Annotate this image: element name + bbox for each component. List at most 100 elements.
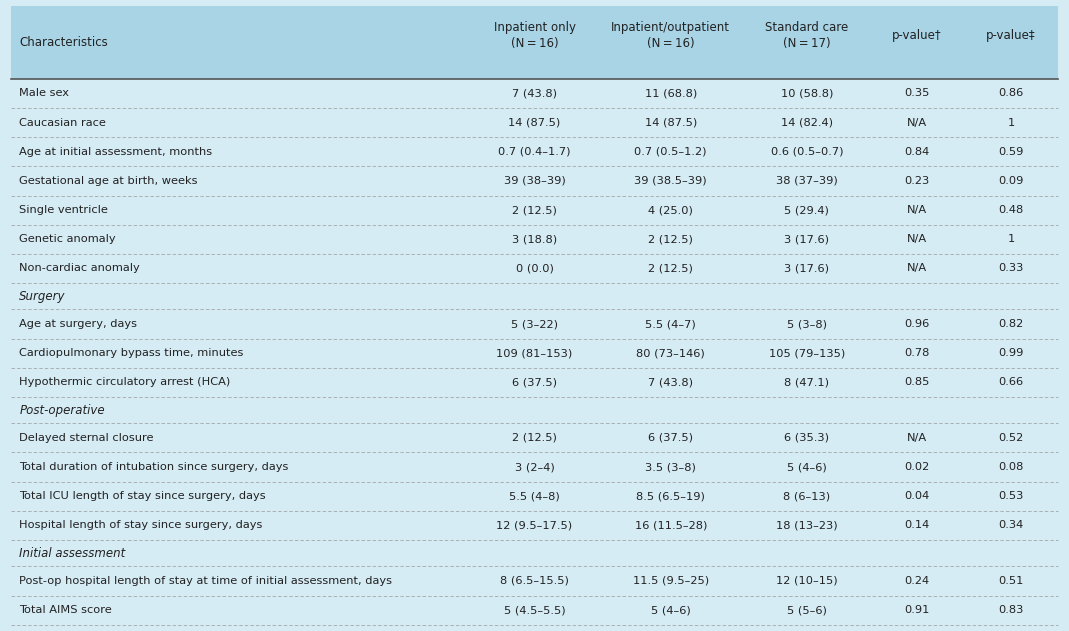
Text: 5 (4–6): 5 (4–6) [651, 605, 691, 615]
Text: 14 (82.4): 14 (82.4) [780, 117, 833, 127]
Text: 5 (3–8): 5 (3–8) [787, 319, 827, 329]
Text: 39 (38.5–39): 39 (38.5–39) [634, 176, 707, 186]
Bar [11, 79, 1058, 108]
Text: 0.91: 0.91 [904, 605, 930, 615]
Text: 8.5 (6.5–19): 8.5 (6.5–19) [636, 491, 706, 501]
Text: Post-operative: Post-operative [19, 404, 105, 416]
Text: Delayed sternal closure: Delayed sternal closure [19, 433, 154, 443]
Text: 5.5 (4–8): 5.5 (4–8) [509, 491, 560, 501]
Text: 0.83: 0.83 [998, 605, 1024, 615]
Text: 0.53: 0.53 [998, 491, 1024, 501]
Text: N/A: N/A [907, 205, 927, 215]
Text: N/A: N/A [907, 234, 927, 244]
Bar [11, 225, 1058, 254]
Text: 10 (58.8): 10 (58.8) [780, 88, 833, 98]
Text: 8 (6–13): 8 (6–13) [784, 491, 831, 501]
Text: 3 (17.6): 3 (17.6) [785, 234, 830, 244]
Text: 8 (6.5–15.5): 8 (6.5–15.5) [500, 576, 569, 586]
Text: 0.34: 0.34 [998, 521, 1024, 531]
Text: Hospital length of stay since surgery, days: Hospital length of stay since surgery, d… [19, 521, 263, 531]
Text: Initial assessment: Initial assessment [19, 546, 125, 560]
Text: Age at initial assessment, months: Age at initial assessment, months [19, 147, 213, 156]
Text: 0.33: 0.33 [998, 264, 1024, 273]
Text: 5 (29.4): 5 (29.4) [785, 205, 830, 215]
Text: 5 (4.5–5.5): 5 (4.5–5.5) [503, 605, 566, 615]
Text: 0.6 (0.5–0.7): 0.6 (0.5–0.7) [771, 147, 843, 156]
Text: Hypothermic circulatory arrest (HCA): Hypothermic circulatory arrest (HCA) [19, 377, 231, 387]
Bar [11, 339, 1058, 368]
Text: 16 (11.5–28): 16 (11.5–28) [635, 521, 707, 531]
Text: 0.85: 0.85 [904, 377, 930, 387]
Text: N/A: N/A [907, 117, 927, 127]
Text: 105 (79–135): 105 (79–135) [769, 348, 845, 358]
Text: 8 (47.1): 8 (47.1) [785, 377, 830, 387]
Text: 0.51: 0.51 [998, 576, 1024, 586]
Text: 0.96: 0.96 [904, 319, 930, 329]
Text: 6 (37.5): 6 (37.5) [648, 433, 693, 443]
Text: 39 (38–39): 39 (38–39) [503, 176, 566, 186]
Text: 0.23: 0.23 [904, 176, 930, 186]
Text: 2 (12.5): 2 (12.5) [648, 234, 693, 244]
Text: 0.52: 0.52 [998, 433, 1024, 443]
Text: 4 (25.0): 4 (25.0) [648, 205, 693, 215]
Text: 18 (13–23): 18 (13–23) [776, 521, 838, 531]
Text: Total AIMS score: Total AIMS score [19, 605, 112, 615]
Bar [11, 283, 1058, 309]
Text: Standard care
(N = 17): Standard care (N = 17) [765, 21, 849, 49]
Bar [11, 309, 1058, 339]
Text: 0.78: 0.78 [904, 348, 930, 358]
Text: 0.84: 0.84 [904, 147, 930, 156]
Text: 0.59: 0.59 [998, 147, 1024, 156]
Text: Characteristics: Characteristics [19, 36, 108, 49]
Text: N/A: N/A [907, 433, 927, 443]
Text: 0.66: 0.66 [998, 377, 1024, 387]
Text: 12 (10–15): 12 (10–15) [776, 576, 838, 586]
Bar [11, 6, 1058, 79]
Bar [11, 596, 1058, 625]
Text: 3 (17.6): 3 (17.6) [785, 264, 830, 273]
Text: 80 (73–146): 80 (73–146) [636, 348, 706, 358]
Text: Cardiopulmonary bypass time, minutes: Cardiopulmonary bypass time, minutes [19, 348, 244, 358]
Text: 5 (3–22): 5 (3–22) [511, 319, 558, 329]
Text: 0.48: 0.48 [998, 205, 1024, 215]
Text: 0.7 (0.4–1.7): 0.7 (0.4–1.7) [498, 147, 571, 156]
Text: 12 (9.5–17.5): 12 (9.5–17.5) [496, 521, 573, 531]
Bar [11, 397, 1058, 423]
Text: Surgery: Surgery [19, 290, 65, 303]
Text: 109 (81–153): 109 (81–153) [496, 348, 573, 358]
Text: 14 (87.5): 14 (87.5) [645, 117, 697, 127]
Text: p-value‡: p-value‡ [987, 28, 1036, 42]
Text: 7 (43.8): 7 (43.8) [512, 88, 557, 98]
Text: Caucasian race: Caucasian race [19, 117, 106, 127]
Text: 0.02: 0.02 [904, 462, 930, 472]
Text: 3 (2–4): 3 (2–4) [514, 462, 555, 472]
Text: 0.7 (0.5–1.2): 0.7 (0.5–1.2) [634, 147, 707, 156]
Text: 0.08: 0.08 [998, 462, 1024, 472]
Text: N/A: N/A [907, 264, 927, 273]
Text: Total duration of intubation since surgery, days: Total duration of intubation since surge… [19, 462, 289, 472]
Bar [11, 196, 1058, 225]
Text: 6 (37.5): 6 (37.5) [512, 377, 557, 387]
Text: 38 (37–39): 38 (37–39) [776, 176, 838, 186]
Text: 3.5 (3–8): 3.5 (3–8) [646, 462, 696, 472]
Text: Inpatient only
(N = 16): Inpatient only (N = 16) [494, 21, 575, 49]
Text: Total ICU length of stay since surgery, days: Total ICU length of stay since surgery, … [19, 491, 266, 501]
Bar [11, 540, 1058, 567]
Text: 5.5 (4–7): 5.5 (4–7) [646, 319, 696, 329]
Text: 5 (5–6): 5 (5–6) [787, 605, 826, 615]
Text: 0.24: 0.24 [904, 576, 929, 586]
Bar [11, 254, 1058, 283]
Text: 14 (87.5): 14 (87.5) [509, 117, 560, 127]
Text: Genetic anomaly: Genetic anomaly [19, 234, 115, 244]
Bar [11, 368, 1058, 397]
Bar [11, 137, 1058, 167]
Text: Single ventricle: Single ventricle [19, 205, 108, 215]
Bar [11, 481, 1058, 511]
Text: 6 (35.3): 6 (35.3) [785, 433, 830, 443]
Bar [11, 167, 1058, 196]
Text: 0.14: 0.14 [904, 521, 930, 531]
Text: 1: 1 [1008, 234, 1014, 244]
Text: Non-cardiac anomaly: Non-cardiac anomaly [19, 264, 140, 273]
Bar [11, 423, 1058, 452]
Text: Male sex: Male sex [19, 88, 69, 98]
